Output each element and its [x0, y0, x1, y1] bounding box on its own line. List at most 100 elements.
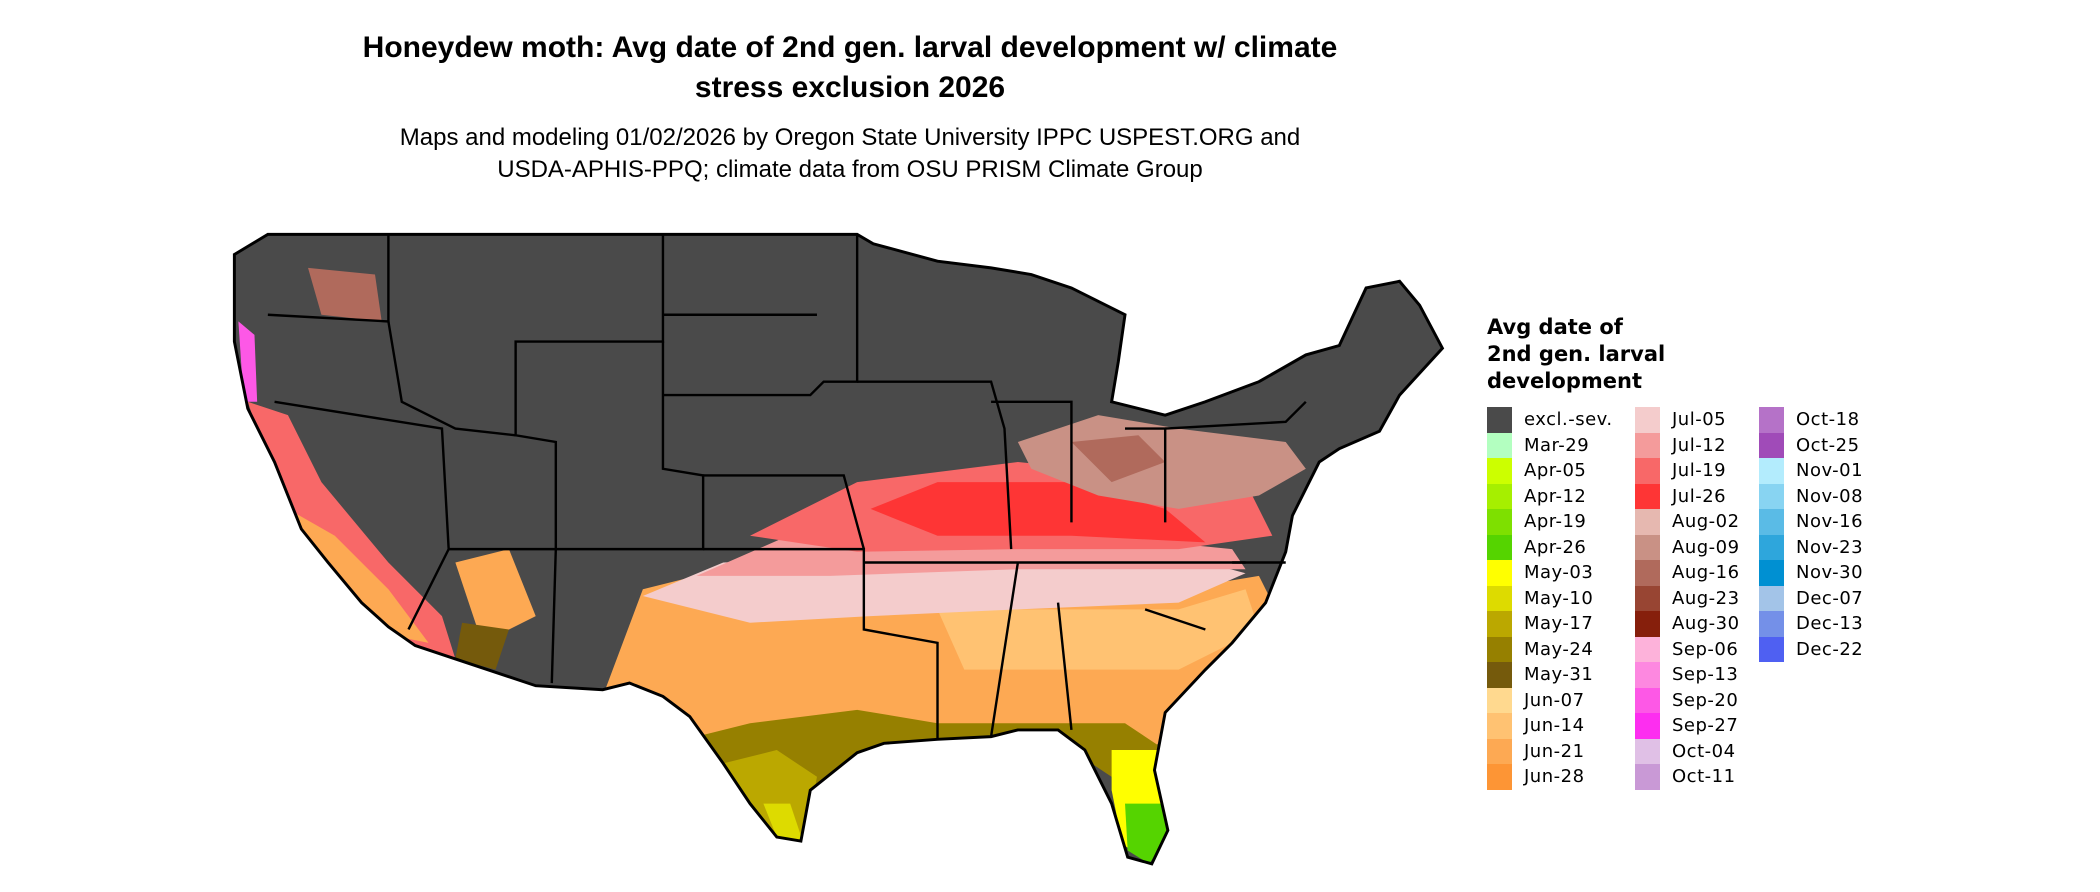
- legend-swatch: [1487, 534, 1512, 560]
- legend-label: Aug-30: [1672, 613, 1740, 635]
- legend-item: Sep-20: [1635, 687, 1740, 713]
- legend-label: Jun-07: [1524, 689, 1585, 711]
- legend-label: Sep-27: [1672, 715, 1739, 737]
- legend-item: May-24: [1487, 636, 1613, 662]
- legend-swatch: [1759, 560, 1784, 586]
- legend-item: Nov-16: [1759, 509, 1863, 535]
- legend-label: Oct-18: [1796, 409, 1860, 431]
- legend-swatch: [1487, 458, 1512, 484]
- legend-item: Dec-13: [1759, 611, 1863, 637]
- legend-column: Oct-18 Oct-25 Nov-01 Nov-08 Nov-16 Nov-23 Nov-…: [1759, 407, 1863, 662]
- map-subtitle-line2: USDA-APHIS-PPQ; climate data from OSU PR…: [497, 156, 1203, 183]
- legend-label: Jul-12: [1672, 434, 1727, 456]
- legend-column: Jul-05 Jul-12 Jul-19 Jul-26 Aug-02 Aug-09 Aug-…: [1635, 407, 1740, 790]
- legend-item: Jul-12: [1635, 432, 1740, 458]
- legend-label: Nov-23: [1796, 536, 1864, 558]
- legend-label: Apr-05: [1524, 460, 1587, 482]
- legend-swatch: [1759, 534, 1784, 560]
- map-title-line1: Honeydew moth: Avg date of 2nd gen. larv…: [362, 31, 1338, 64]
- legend-label: Nov-08: [1796, 485, 1864, 507]
- legend-label: Oct-25: [1796, 434, 1860, 456]
- legend-item: Oct-11: [1635, 764, 1740, 790]
- legend-item: Nov-23: [1759, 534, 1864, 560]
- legend-swatch: [1487, 662, 1512, 688]
- legend-label: Apr-26: [1524, 536, 1587, 558]
- legend-label: Dec-22: [1796, 638, 1864, 660]
- legend-item: Dec-07: [1759, 585, 1863, 611]
- legend-label: Nov-16: [1796, 511, 1864, 533]
- map-subtitle-line1: Maps and modeling 01/02/2026 by Oregon S…: [399, 124, 1301, 151]
- legend-label: Jul-05: [1672, 409, 1727, 431]
- legend-label: Aug-02: [1672, 511, 1740, 533]
- legend-swatch: [1635, 483, 1660, 509]
- legend-label: Jun-21: [1524, 740, 1585, 762]
- legend-swatch: [1759, 636, 1784, 662]
- legend-swatch: [1635, 611, 1660, 637]
- legend-title-line: 2nd gen. larval: [1487, 342, 1666, 366]
- legend-item: May-31: [1487, 662, 1613, 688]
- legend-swatch: [1635, 764, 1660, 790]
- legend-item: Nov-01: [1759, 458, 1863, 484]
- legend-label: Jul-26: [1672, 485, 1727, 507]
- legend-label: Mar-29: [1524, 434, 1590, 456]
- legend-swatch: [1635, 585, 1660, 611]
- legend-label: Apr-12: [1524, 485, 1587, 507]
- legend-swatch: [1487, 483, 1512, 509]
- legend-item: Apr-19: [1487, 509, 1613, 535]
- legend-title-line: Avg date of: [1487, 315, 1623, 339]
- legend-swatch: [1635, 458, 1660, 484]
- legend-item: Aug-09: [1635, 534, 1740, 560]
- legend-swatch: [1487, 407, 1512, 433]
- legend-item: Jul-19: [1635, 458, 1740, 484]
- legend-label: Apr-19: [1524, 511, 1587, 533]
- legend-swatch: [1759, 407, 1784, 433]
- legend-item: Mar-29: [1487, 432, 1613, 458]
- legend-swatch: [1759, 611, 1784, 637]
- legend-swatch: [1759, 509, 1784, 535]
- legend-item: Jul-26: [1635, 483, 1740, 509]
- legend-swatch: [1635, 738, 1660, 764]
- legend-swatch: [1487, 687, 1512, 713]
- legend-swatch: [1759, 458, 1784, 484]
- legend-label: May-31: [1524, 664, 1594, 686]
- legend-item: Dec-22: [1759, 636, 1864, 662]
- legend-label: Aug-09: [1672, 536, 1740, 558]
- legend-item: Jun-28: [1487, 764, 1613, 790]
- legend-swatch: [1635, 509, 1660, 535]
- legend-swatch: [1635, 407, 1660, 433]
- legend-column: excl.-sev. Mar-29 Apr-05 Apr-12 Apr-19 Apr-26…: [1487, 407, 1613, 790]
- legend-item: Apr-26: [1487, 534, 1613, 560]
- legend-item: May-10: [1487, 585, 1613, 611]
- legend-swatch: [1635, 687, 1660, 713]
- legend-label: May-24: [1524, 638, 1594, 660]
- map-title-line2: stress exclusion 2026: [694, 71, 1006, 104]
- legend-item: Jun-21: [1487, 738, 1613, 764]
- map-title: Honeydew moth: Avg date of 2nd gen. larv…: [250, 28, 1450, 108]
- legend-swatch: [1635, 560, 1660, 586]
- legend-item: Nov-08: [1759, 483, 1864, 509]
- legend-swatch: [1487, 764, 1512, 790]
- legend-label: Jun-14: [1524, 715, 1585, 737]
- legend-swatch: [1487, 611, 1512, 637]
- legend-label: Nov-01: [1796, 460, 1864, 482]
- legend-label: excl.-sev.: [1524, 409, 1613, 431]
- legend-label: Sep-06: [1672, 638, 1739, 660]
- legend-label: Aug-16: [1672, 562, 1740, 584]
- legend-item: Sep-06: [1635, 636, 1740, 662]
- legend-item: May-17: [1487, 611, 1613, 637]
- legend-item: Aug-02: [1635, 509, 1740, 535]
- legend-item: Oct-04: [1635, 738, 1740, 764]
- legend-swatch: [1487, 713, 1512, 739]
- legend-label: Nov-30: [1796, 562, 1864, 584]
- legend-swatch: [1487, 738, 1512, 764]
- legend-label: May-10: [1524, 587, 1594, 609]
- legend-label: Oct-11: [1672, 766, 1736, 788]
- map-subtitle: Maps and modeling 01/02/2026 by Oregon S…: [250, 122, 1450, 186]
- legend-item: Sep-27: [1635, 713, 1740, 739]
- legend-label: Jun-28: [1524, 766, 1585, 788]
- legend-label: Jul-19: [1672, 460, 1727, 482]
- legend-item: Nov-30: [1759, 560, 1863, 586]
- legend-item: Jul-05: [1635, 407, 1740, 433]
- legend-swatch: [1487, 432, 1512, 458]
